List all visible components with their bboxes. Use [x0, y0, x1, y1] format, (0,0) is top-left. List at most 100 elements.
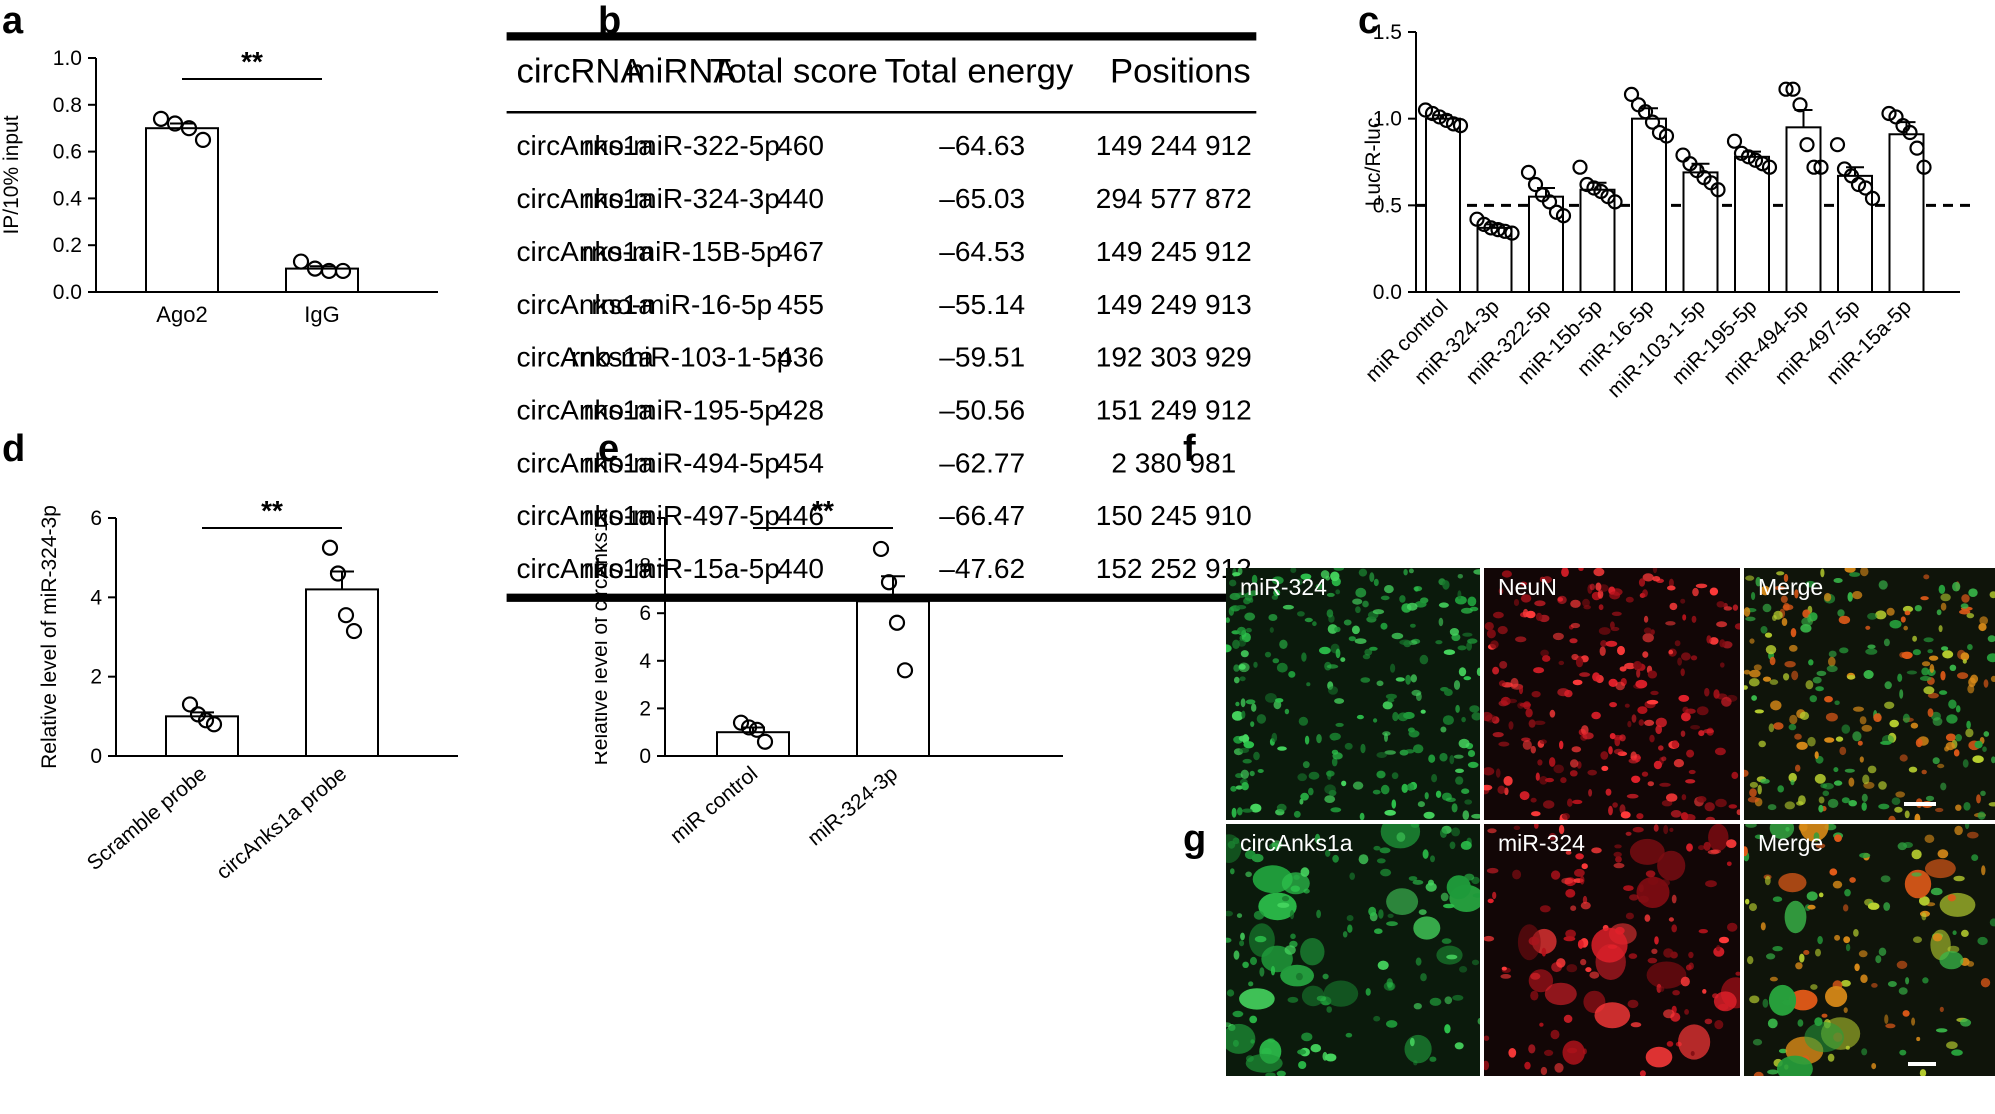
stained-cell: [1495, 768, 1501, 778]
stained-cell: [1314, 833, 1321, 844]
stained-cell: [1940, 782, 1947, 791]
stained-cell: [1942, 650, 1954, 659]
stained-cell: [1794, 589, 1799, 599]
stained-cell: [1343, 619, 1352, 626]
stained-cell: [1373, 578, 1379, 587]
stained-cell: [1961, 594, 1970, 603]
stained-cell: [1638, 578, 1646, 587]
chart-e-circanks1a-level: 0 2 4 6 8 10 Relative level of circAnks1a miR c…: [595, 495, 1063, 850]
stained-cell: [1322, 973, 1329, 980]
stained-cell: [1673, 759, 1684, 768]
stained-cell: [1261, 945, 1293, 973]
stained-cell: [1744, 846, 1748, 857]
stained-cell: [1972, 755, 1984, 763]
stained-cell: [1556, 958, 1566, 968]
stained-cell: [1374, 928, 1383, 934]
table-cell: –47.62: [939, 553, 1025, 584]
table-cell: 440: [777, 183, 824, 214]
stained-cell: [1776, 1055, 1813, 1076]
stained-cell: [1820, 568, 1825, 578]
stained-cell: [1714, 747, 1726, 756]
table-cell: 151 249 912: [1096, 394, 1252, 425]
stained-cell: [1817, 936, 1823, 945]
stained-cell: [1888, 815, 1896, 820]
stained-cell: [1875, 955, 1882, 964]
stained-cell: [1503, 776, 1513, 786]
stained-cell: [1955, 705, 1961, 713]
stained-cell: [1681, 794, 1687, 801]
stained-cell: [1380, 868, 1392, 877]
stained-cell: [1652, 576, 1661, 582]
stained-cell: [1824, 696, 1833, 703]
stained-cell: [1515, 636, 1527, 643]
stained-cell: [1290, 933, 1296, 940]
stained-cell: [1577, 939, 1584, 949]
stained-cell: [1783, 673, 1790, 681]
stained-cell: [1518, 685, 1524, 695]
stained-cell: [1301, 1032, 1313, 1042]
stained-cell: [1657, 850, 1686, 881]
stained-cell: [1937, 763, 1945, 769]
stained-cell: [1539, 905, 1551, 913]
stained-cell: [1690, 725, 1701, 730]
stained-cell: [1236, 626, 1247, 636]
stained-cell: [1780, 595, 1788, 603]
stained-cell: [1287, 996, 1299, 1003]
stained-cell: [1355, 606, 1361, 614]
stained-cell: [1686, 749, 1695, 758]
stained-cell: [1442, 715, 1454, 725]
stained-cell: [1807, 736, 1816, 747]
stained-cell: [1698, 929, 1708, 934]
stained-cell: [1645, 1046, 1673, 1068]
stained-cell: [1908, 766, 1918, 773]
table-cell: circAnks1a: [517, 289, 655, 320]
data-point: [1813, 159, 1829, 175]
stained-cell: [1256, 714, 1267, 724]
stained-cell: [1492, 732, 1504, 738]
stained-cell: [1938, 625, 1943, 633]
stained-cell: [1591, 927, 1628, 963]
stained-cell: [1927, 708, 1934, 717]
stained-cell: [1554, 1063, 1564, 1073]
table-cell: 460: [777, 130, 824, 161]
stained-cell: [1646, 961, 1687, 989]
table-cell: 467: [777, 236, 824, 267]
stained-cell: [1594, 1002, 1631, 1029]
stained-cell: [1770, 700, 1782, 711]
data-point: [337, 607, 355, 624]
stained-cell: [1698, 730, 1705, 737]
stained-cell: [1642, 573, 1654, 582]
stained-cell: [1296, 578, 1303, 586]
stained-cell: [1297, 773, 1307, 782]
stained-cell: [1744, 685, 1748, 690]
stained-cell: [1455, 776, 1464, 785]
stained-cell: [1455, 704, 1460, 713]
stained-cell: [1289, 910, 1295, 920]
stained-cell: [1565, 889, 1576, 898]
stained-cell: [1331, 749, 1339, 755]
stained-cell: [1326, 1006, 1332, 1013]
stained-cell: [1593, 568, 1605, 577]
stained-cell: [1914, 813, 1921, 820]
stained-cell: [1571, 746, 1582, 753]
stained-cell: [1549, 757, 1556, 767]
stained-cell: [1930, 887, 1943, 896]
stained-cell: [1245, 699, 1256, 705]
stained-cell: [1939, 951, 1964, 970]
stained-cell: [1960, 603, 1969, 609]
stained-cell: [1904, 810, 1910, 819]
stained-cell: [1977, 811, 1986, 820]
stained-cell: [1962, 759, 1969, 768]
stained-cell: [1755, 576, 1762, 587]
stained-cell: [1968, 588, 1978, 597]
bar: [165, 715, 239, 758]
stained-cell: [1467, 761, 1479, 768]
stained-cell: [1295, 972, 1303, 981]
data-point: [1857, 180, 1874, 196]
stained-cell: [1417, 801, 1425, 808]
stained-cell: [1935, 807, 1944, 813]
stained-cell: [1749, 788, 1757, 797]
stained-cell: [1391, 772, 1399, 780]
stained-cell: [1860, 568, 1869, 577]
stained-cell: [1242, 758, 1252, 764]
